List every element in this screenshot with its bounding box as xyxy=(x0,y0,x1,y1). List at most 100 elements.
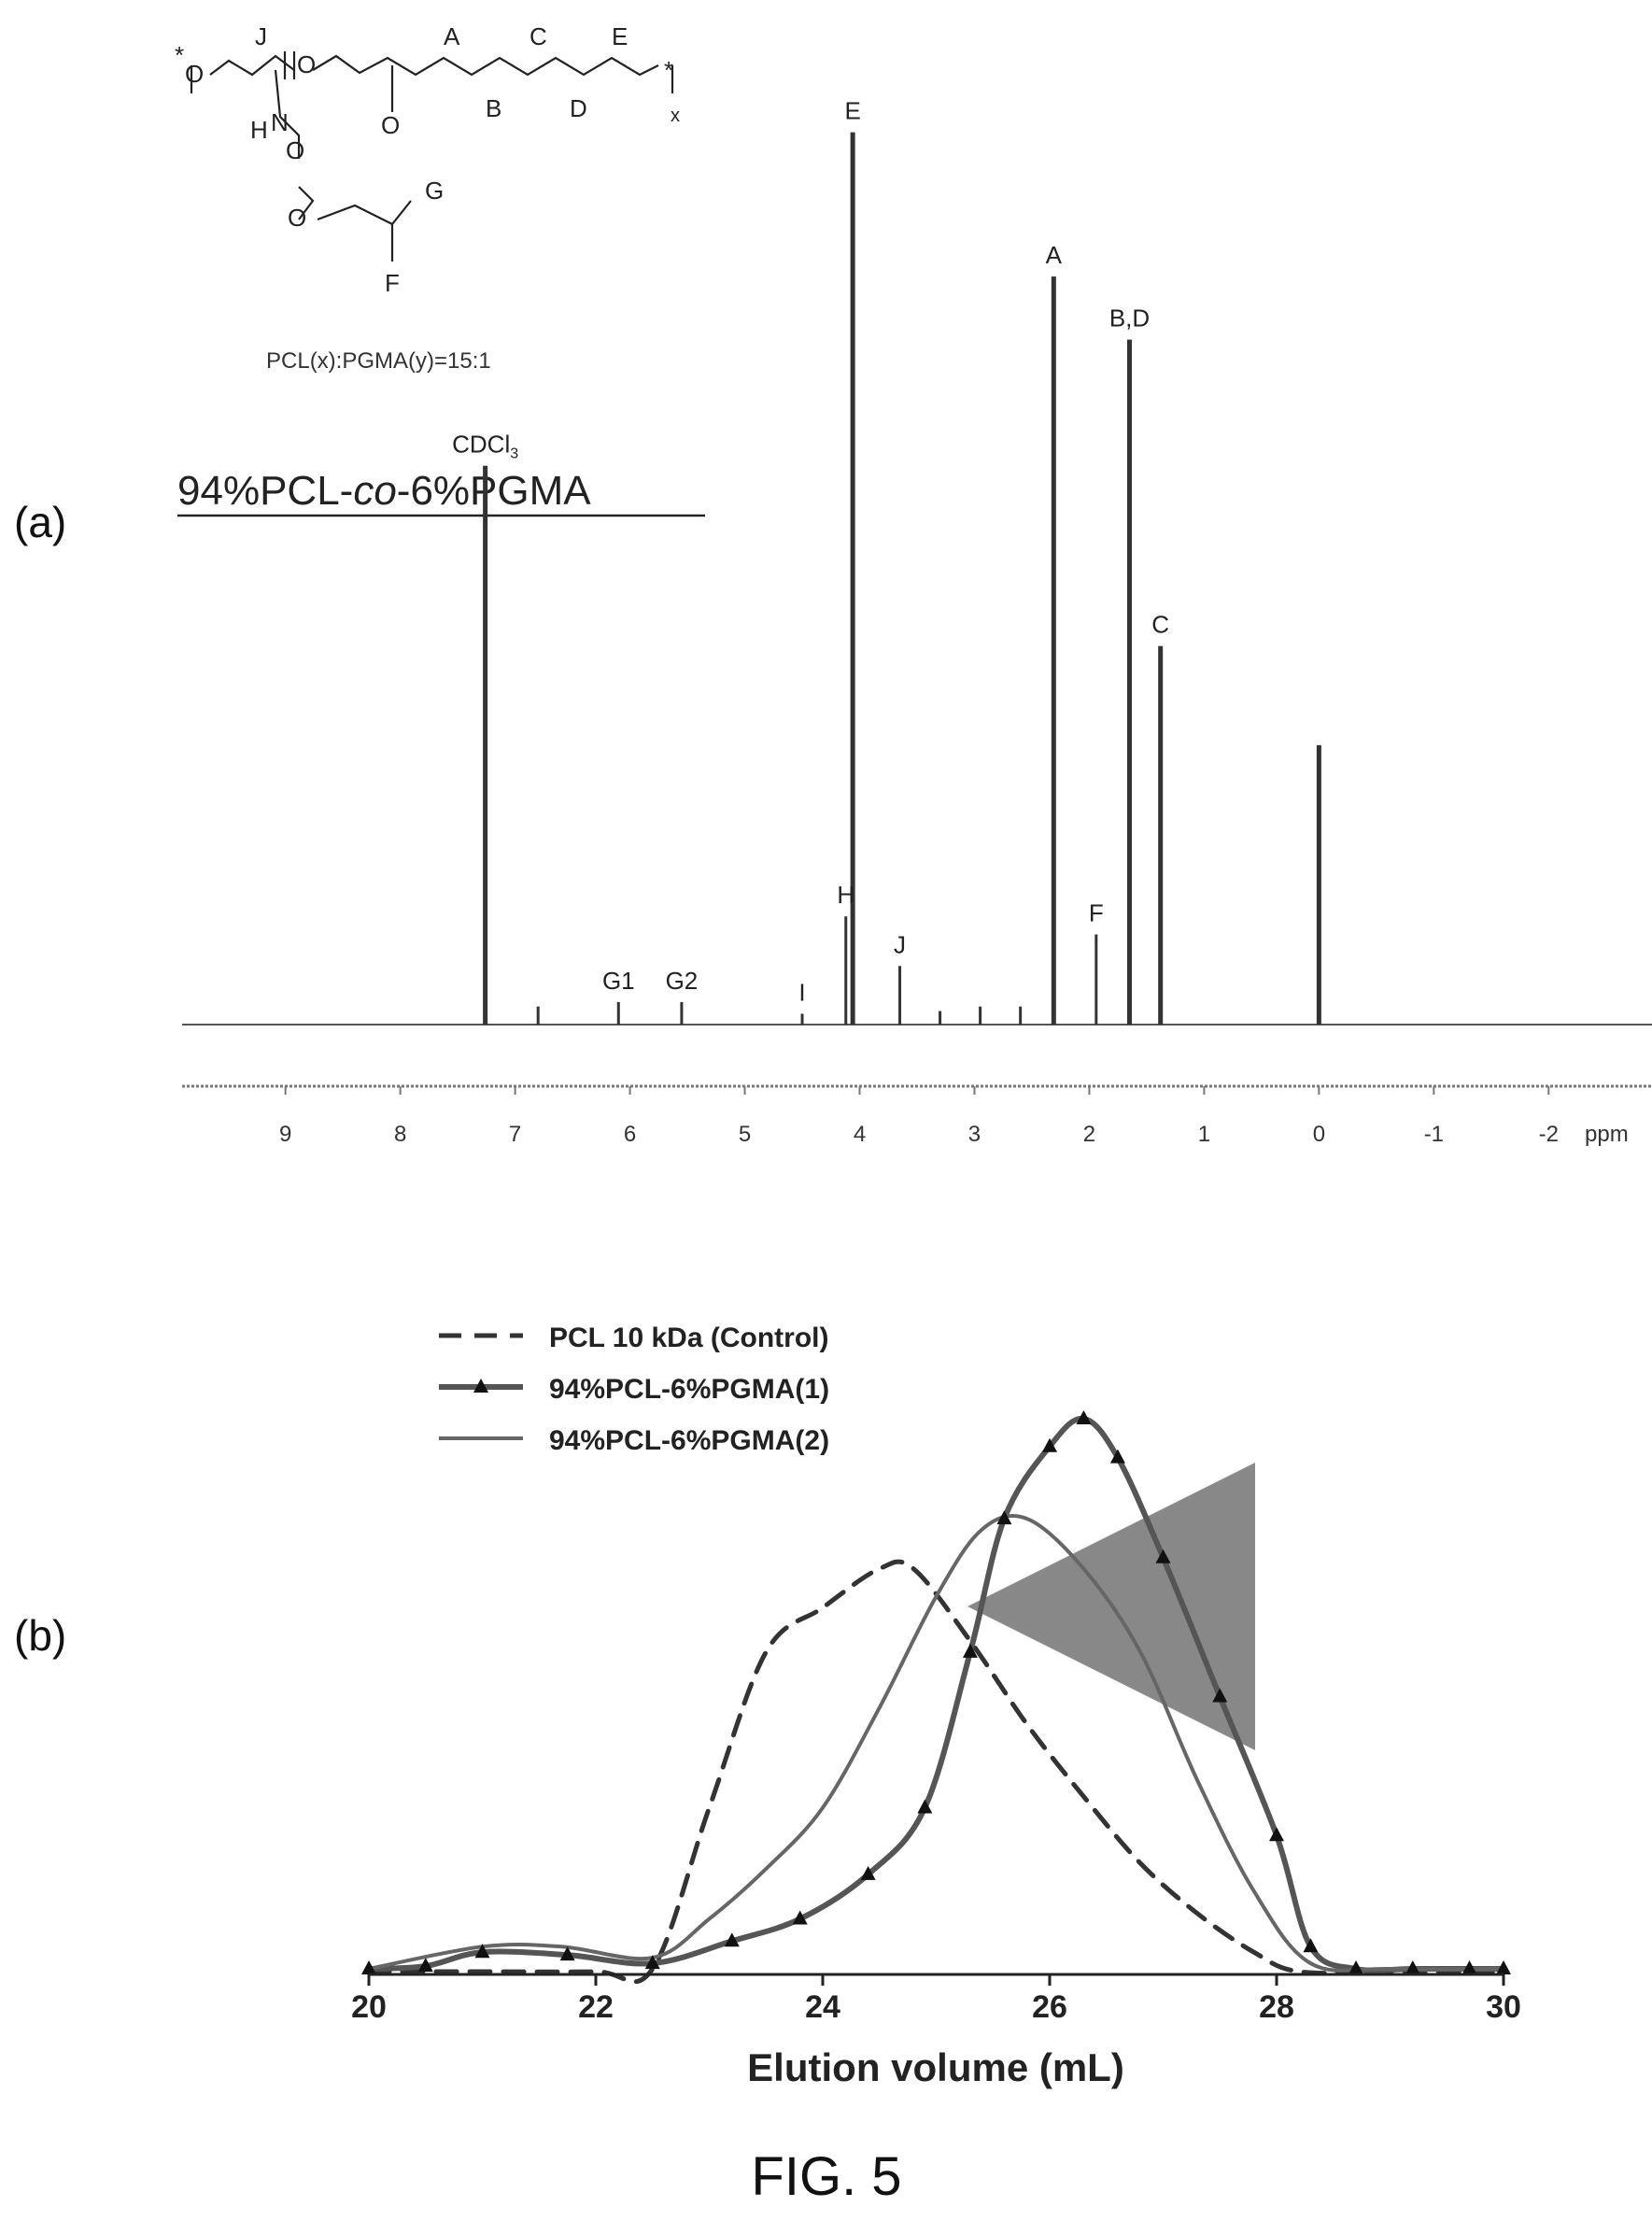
structure-atom-label: C xyxy=(529,22,547,50)
gpc-markers xyxy=(361,1410,1511,1975)
gpc-triangle-marker xyxy=(1042,1437,1057,1452)
gpc-tick-label: 20 xyxy=(351,1989,387,2025)
backbone-left xyxy=(209,54,295,77)
gpc-series-line-3 xyxy=(367,1514,1505,1973)
panel-a-label: (a) xyxy=(14,498,66,546)
chemical-structure xyxy=(190,51,674,262)
gpc-axis-label: Elution volume (mL) xyxy=(747,2045,1124,2089)
side-chain xyxy=(274,69,301,159)
nmr-peak-label: E xyxy=(844,97,860,125)
gpc-triangle-marker xyxy=(1109,1449,1125,1464)
nmr-spectrum: CDCl3 G1 G2 I H E J A F B,D C 9 8 7 6 5 4 3 2 1 0 -1 -2 ppm xyxy=(182,97,1652,1147)
structure-atom-label: O xyxy=(286,136,304,164)
bracket-mid xyxy=(283,51,296,79)
nmr-peak xyxy=(1126,339,1132,1026)
legend-entry-3: 94%PCL-6%PGMA(2) xyxy=(549,1425,829,1456)
structure-atom-label: O xyxy=(297,50,316,78)
structure-atom-label: N xyxy=(271,108,289,136)
structure-atom-label: B xyxy=(486,94,501,122)
gpc-triangle-marker xyxy=(361,1960,376,1975)
nmr-peak xyxy=(616,1001,620,1025)
nmr-peak-label: G2 xyxy=(666,967,699,995)
legend-entry-1: PCL 10 kDa (Control) xyxy=(549,1323,829,1353)
legend-entry-2: 94%PCL-6%PGMA(1) xyxy=(549,1374,829,1405)
structure-atom-label: A xyxy=(444,22,460,50)
structure-atom-label: O xyxy=(381,111,400,139)
nmr-tick-label: 7 xyxy=(509,1122,521,1147)
gpc-series-line-2 xyxy=(366,1415,1506,1973)
nmr-peak-label: G1 xyxy=(602,967,635,995)
gpc-triangle-marker xyxy=(1405,1960,1420,1975)
sample-name-italic: co xyxy=(353,468,396,514)
nmr-peak-labels: CDCl3 G1 G2 I H E J A F B,D C xyxy=(452,97,1169,1007)
structure-atom-label: H xyxy=(250,116,268,144)
panel-b-gpc: (b) PCL 10 kDa (Control) 94%PCL-6%PGMA(1)… xyxy=(14,1323,1521,2089)
nmr-peak xyxy=(1094,934,1098,1025)
nmr-peak-label: I xyxy=(798,978,805,1006)
gpc-legend: PCL 10 kDa (Control) 94%PCL-6%PGMA(1) 94%P… xyxy=(439,1323,829,1456)
nmr-peak xyxy=(536,1006,540,1025)
gpc-x-ticks: 20 22 24 26 28 30 xyxy=(351,1974,1521,2025)
gpc-triangle-marker xyxy=(792,1910,808,1925)
gpc-triangle-marker xyxy=(996,1510,1012,1525)
nmr-peak xyxy=(979,1006,982,1025)
gpc-triangle-marker xyxy=(1496,1960,1511,1975)
structure-atom-label: O xyxy=(185,60,204,88)
nmr-peak-label: CDCl3 xyxy=(452,431,518,462)
nmr-peak xyxy=(800,1013,804,1025)
structure-atom-label: D xyxy=(570,94,587,122)
nmr-axis-label: ppm xyxy=(1585,1122,1629,1147)
panel-b-label: (b) xyxy=(14,1611,66,1660)
ester-link xyxy=(298,186,315,220)
nmr-peak-label: B,D xyxy=(1109,304,1150,332)
gpc-triangle-marker xyxy=(644,1955,660,1970)
nmr-peak-label: F xyxy=(1089,899,1104,927)
nmr-peak-label: C xyxy=(1151,611,1169,639)
nmr-tick-label: 6 xyxy=(624,1122,636,1147)
gpc-triangle-marker xyxy=(962,1643,978,1658)
structure-atom-label: G xyxy=(425,177,444,205)
gpc-tick-label: 22 xyxy=(578,1989,614,2025)
backbone-right xyxy=(312,54,659,77)
gpc-triangle-marker xyxy=(559,1946,575,1961)
structure-labels: * J A C E B D H G F O O O O O N * x xyxy=(175,22,680,297)
structure-atom-label: * xyxy=(175,41,184,69)
gpc-triangle-marker xyxy=(1303,1938,1319,1953)
gpc-tick-label: 24 xyxy=(805,1989,840,2025)
nmr-x-ticks: 9 8 7 6 5 4 3 2 1 0 -1 -2 xyxy=(279,1086,1559,1147)
gpc-series xyxy=(366,1415,1506,1985)
structure-atom-label: J xyxy=(255,22,267,50)
gpc-tick-label: 26 xyxy=(1032,1989,1067,2025)
gpc-triangle-marker xyxy=(917,1799,933,1814)
legend-triangle-marker xyxy=(473,1379,488,1393)
structure-atom-label: * xyxy=(664,56,673,84)
nmr-tick-label: 9 xyxy=(279,1122,291,1147)
methacrylate-arm xyxy=(317,200,412,226)
nmr-tick-label: 0 xyxy=(1313,1122,1325,1147)
nmr-peak xyxy=(1019,1006,1023,1025)
gpc-triangle-marker xyxy=(724,1932,740,1947)
sample-name: 94%PCL-co-6%PGMA xyxy=(177,468,591,514)
nmr-tick-label: 2 xyxy=(1083,1122,1095,1147)
nmr-tick-label: -2 xyxy=(1539,1122,1559,1147)
nmr-peak xyxy=(1158,645,1164,1025)
nmr-peak xyxy=(1316,744,1321,1025)
sample-name-prefix: 94%PCL- xyxy=(177,468,353,514)
gpc-triangle-marker xyxy=(417,1958,433,1973)
nmr-peak xyxy=(898,966,902,1025)
nmr-tick-label: 4 xyxy=(854,1122,866,1147)
sample-name-suffix: -6%PGMA xyxy=(397,468,591,514)
figure-caption: FIG. 5 xyxy=(751,2146,901,2207)
nmr-peak-label: J xyxy=(894,930,906,958)
gpc-triangle-marker xyxy=(474,1944,490,1959)
nmr-peak xyxy=(844,916,848,1025)
nmr-tick-label: 5 xyxy=(739,1122,751,1147)
structure-atom-label: O xyxy=(288,204,306,232)
nmr-tick-label: 3 xyxy=(968,1122,981,1147)
nmr-peak xyxy=(850,132,855,1025)
nmr-tick-label: 1 xyxy=(1198,1122,1210,1147)
nmr-peak-label: A xyxy=(1046,241,1063,269)
nmr-tick-label: 8 xyxy=(394,1122,406,1147)
structure-atom-label: F xyxy=(385,269,400,297)
